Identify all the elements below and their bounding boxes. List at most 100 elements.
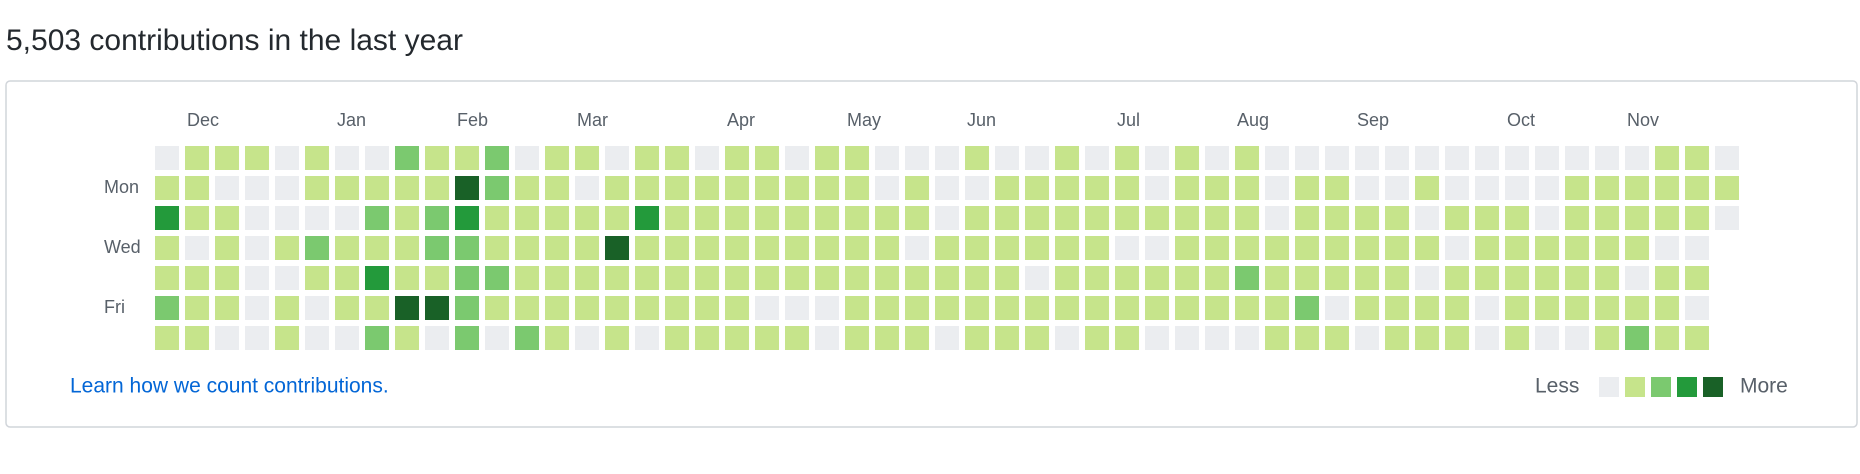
day-cell <box>1145 236 1169 260</box>
day-cell <box>575 206 599 230</box>
day-cell <box>1445 296 1469 320</box>
month-label: Jun <box>967 110 996 130</box>
day-cell <box>1265 326 1289 350</box>
day-cell <box>1265 266 1289 290</box>
help-link[interactable]: Learn how we count contributions. <box>70 375 389 398</box>
day-cell <box>1115 176 1139 200</box>
day-cell <box>395 206 419 230</box>
day-cell <box>515 206 539 230</box>
day-cell <box>845 326 869 350</box>
day-cell <box>635 146 659 170</box>
day-cell <box>215 176 239 200</box>
month-label: Nov <box>1627 110 1659 130</box>
day-cell <box>425 326 449 350</box>
day-cell <box>755 206 779 230</box>
day-cell <box>1385 206 1409 230</box>
day-cell <box>185 326 209 350</box>
day-cell <box>905 176 929 200</box>
day-cell <box>995 176 1019 200</box>
day-cell <box>815 326 839 350</box>
day-cell <box>185 176 209 200</box>
day-cell <box>1655 176 1679 200</box>
day-cell <box>155 266 179 290</box>
day-cell <box>905 266 929 290</box>
day-cell <box>725 266 749 290</box>
day-cell <box>995 266 1019 290</box>
day-cell <box>515 146 539 170</box>
day-cell <box>455 176 479 200</box>
legend-swatch <box>1625 377 1645 397</box>
day-cell <box>275 266 299 290</box>
day-cell <box>425 146 449 170</box>
day-cell <box>455 146 479 170</box>
day-cell <box>965 266 989 290</box>
day-cell <box>995 326 1019 350</box>
day-cell <box>1205 146 1229 170</box>
day-cell <box>215 296 239 320</box>
day-cell <box>815 176 839 200</box>
day-cell <box>245 206 269 230</box>
day-cell <box>1685 146 1709 170</box>
day-cell <box>1505 206 1529 230</box>
day-cell <box>1145 296 1169 320</box>
month-label: Sep <box>1357 110 1389 130</box>
day-cell <box>1145 206 1169 230</box>
legend-less: Less <box>1535 375 1579 398</box>
day-cell <box>1295 266 1319 290</box>
day-cell <box>1415 176 1439 200</box>
day-cell <box>875 326 899 350</box>
day-cell <box>605 206 629 230</box>
day-cell <box>1325 206 1349 230</box>
day-cell <box>815 236 839 260</box>
day-cell <box>1625 296 1649 320</box>
heading: 5,503 contributions in the last year <box>6 24 463 57</box>
day-cell <box>845 206 869 230</box>
day-cell <box>1355 206 1379 230</box>
day-cell <box>1325 176 1349 200</box>
day-cell <box>395 296 419 320</box>
day-cell <box>1055 146 1079 170</box>
day-cell <box>1235 236 1259 260</box>
day-cell <box>905 146 929 170</box>
day-cell <box>365 236 389 260</box>
day-cell <box>365 296 389 320</box>
day-cell <box>815 296 839 320</box>
day-cell <box>575 266 599 290</box>
month-label: Jan <box>337 110 366 130</box>
day-cell <box>575 326 599 350</box>
day-cell <box>1475 146 1499 170</box>
day-cell <box>575 146 599 170</box>
day-cell <box>1415 206 1439 230</box>
day-cell <box>395 266 419 290</box>
day-cell <box>995 296 1019 320</box>
day-cell <box>1175 146 1199 170</box>
legend-swatch <box>1599 377 1619 397</box>
day-cell <box>335 296 359 320</box>
day-cell <box>1145 176 1169 200</box>
day-cell <box>425 236 449 260</box>
day-cell <box>695 146 719 170</box>
day-cell <box>1385 326 1409 350</box>
legend-swatch <box>1703 377 1723 397</box>
day-cell <box>575 176 599 200</box>
day-cell <box>455 326 479 350</box>
month-label: Mar <box>577 110 608 130</box>
day-cell <box>1205 206 1229 230</box>
day-cell <box>455 296 479 320</box>
day-cell <box>1115 146 1139 170</box>
day-cell <box>155 236 179 260</box>
day-cell <box>1025 146 1049 170</box>
day-cell <box>1085 236 1109 260</box>
day-cell <box>965 296 989 320</box>
day-cell <box>1625 266 1649 290</box>
day-cell <box>635 326 659 350</box>
day-cell <box>1535 206 1559 230</box>
day-cell <box>545 326 569 350</box>
day-cell <box>605 176 629 200</box>
day-cell <box>1115 236 1139 260</box>
day-cell <box>1655 326 1679 350</box>
day-cell <box>1235 206 1259 230</box>
day-cell <box>965 206 989 230</box>
day-cell <box>1295 236 1319 260</box>
